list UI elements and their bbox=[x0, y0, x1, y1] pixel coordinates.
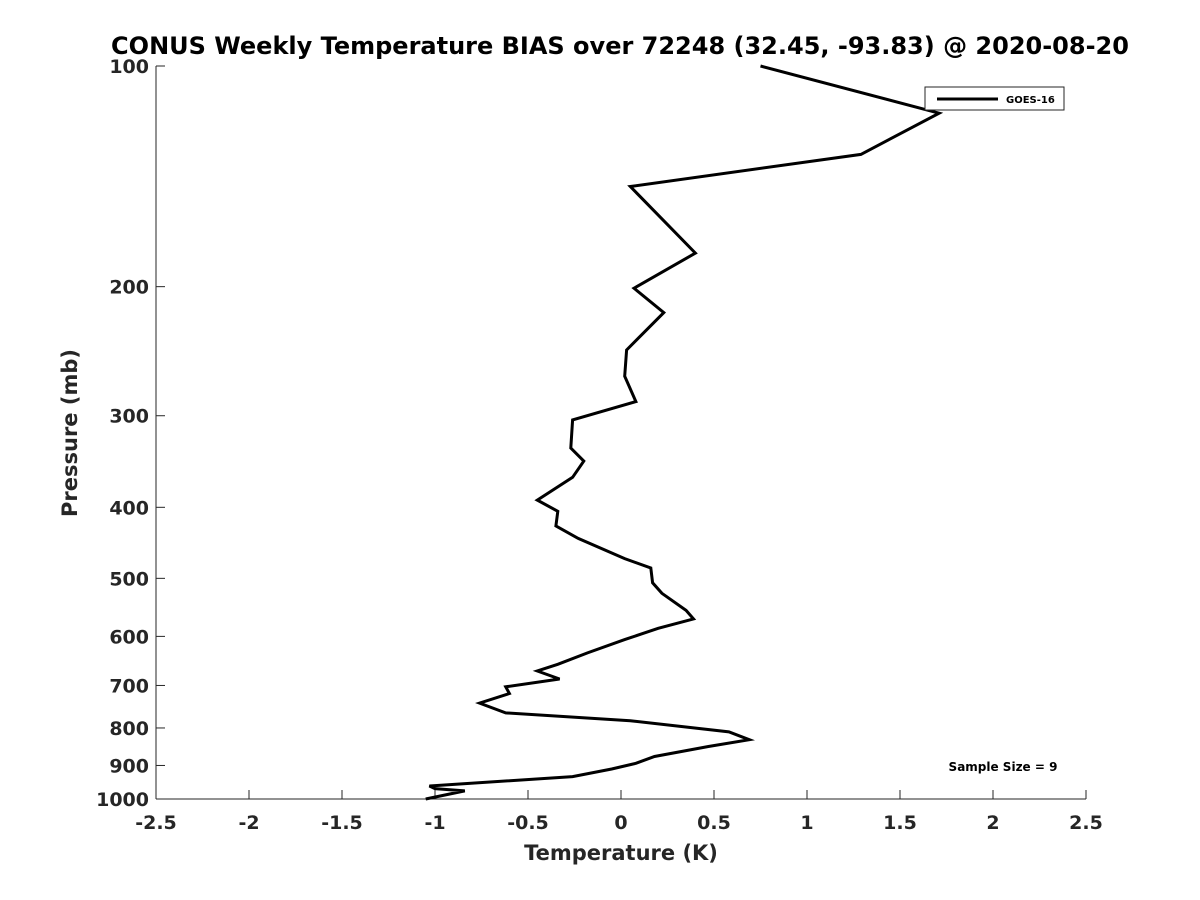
y-tick-label: 400 bbox=[109, 497, 149, 519]
y-axis-label: Pressure (mb) bbox=[58, 349, 82, 517]
x-tick-label: -2 bbox=[238, 812, 259, 834]
x-tick-label: -1.5 bbox=[321, 812, 363, 834]
x-tick-label: -2.5 bbox=[135, 812, 177, 834]
y-tick-label: 300 bbox=[109, 406, 149, 428]
sample-size-annotation: Sample Size = 9 bbox=[949, 760, 1058, 774]
y-tick-label: 900 bbox=[109, 755, 149, 777]
x-ticks: -2.5 -2 -1.5 -1 -0.5 0 0.5 1 1.5 2 2.5 bbox=[135, 790, 1103, 834]
x-tick-label: -0.5 bbox=[507, 812, 549, 834]
y-tick-label: 200 bbox=[109, 277, 149, 299]
x-tick-label: 2 bbox=[986, 812, 999, 834]
x-tick-label: 1 bbox=[800, 812, 813, 834]
series-layer bbox=[425, 64, 944, 801]
x-tick-label: -1 bbox=[424, 812, 445, 834]
x-tick-label: 1.5 bbox=[883, 812, 917, 834]
y-ticks: 100 200 300 400 500 600 700 800 900 1000 bbox=[96, 56, 165, 811]
y-tick-label: 600 bbox=[109, 626, 149, 648]
x-tick-label: 0 bbox=[614, 812, 627, 834]
y-tick-label: 500 bbox=[109, 568, 149, 590]
x-axis-label: Temperature (K) bbox=[524, 841, 718, 865]
legend-label: GOES-16 bbox=[1006, 95, 1055, 106]
y-tick-label: 100 bbox=[109, 56, 149, 78]
legend: GOES-16 bbox=[924, 86, 1065, 111]
chart-title: CONUS Weekly Temperature BIAS over 72248… bbox=[111, 32, 1129, 60]
x-tick-label: 0.5 bbox=[697, 812, 731, 834]
y-tick-label: 800 bbox=[109, 718, 149, 740]
y-tick-label: 1000 bbox=[96, 789, 149, 811]
series-line-0 bbox=[425, 64, 944, 801]
y-tick-label: 700 bbox=[109, 675, 149, 697]
x-tick-label: 2.5 bbox=[1069, 812, 1103, 834]
axes bbox=[155, 66, 1086, 800]
